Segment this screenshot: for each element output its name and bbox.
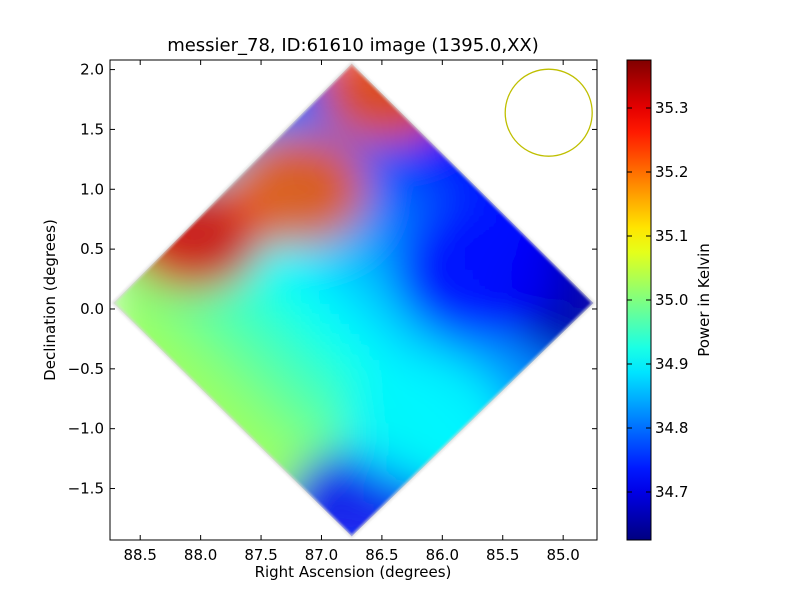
- colorbar-tick-label: 34.9: [655, 355, 688, 373]
- chart-title: messier_78, ID:61610 image (1395.0,XX): [167, 35, 539, 56]
- y-tick-label: 2.0: [80, 61, 104, 79]
- colorbar-tick-label: 34.8: [655, 419, 688, 437]
- colorbar-tick-label: 35.3: [655, 99, 688, 117]
- x-tick-label: 88.0: [184, 546, 217, 564]
- y-axis: −1.5 −1.0 −0.5 0.0 0.5 1.0 1.5 2.0: [68, 61, 597, 498]
- colorbar-tick-label: 34.7: [655, 483, 688, 501]
- x-tick-label: 86.0: [426, 546, 459, 564]
- x-tick-label: 87.0: [305, 546, 338, 564]
- colorbar-tick-label: 35.2: [655, 163, 688, 181]
- colorbar-ticks: 34.7 34.8 34.9 35.0 35.1 35.2 35.3: [627, 99, 688, 501]
- x-axis: 88.5 88.0 87.5 87.0 86.5 86.0 85.5 85.0: [124, 60, 580, 564]
- x-tick-label: 85.0: [546, 546, 579, 564]
- colorbar-tick-label: 35.1: [655, 227, 688, 245]
- y-tick-label: 0.0: [80, 300, 104, 318]
- heat-feature: [398, 209, 559, 338]
- heat-feature: [227, 133, 368, 246]
- x-tick-label: 87.5: [244, 546, 277, 564]
- y-axis-label: Declination (degrees): [41, 219, 59, 381]
- colorbar-label: Power in Kelvin: [695, 243, 713, 357]
- x-tick-label: 88.5: [124, 546, 157, 564]
- x-tick-label: 85.5: [486, 546, 519, 564]
- y-tick-label: −0.5: [68, 360, 104, 378]
- colorbar-tick-label: 35.0: [655, 291, 688, 309]
- x-tick-label: 86.5: [365, 546, 398, 564]
- y-tick-label: 0.5: [80, 240, 104, 258]
- x-axis-label: Right Ascension (degrees): [255, 563, 452, 581]
- plot-area: [109, 59, 598, 541]
- y-tick-label: −1.0: [68, 420, 104, 438]
- y-tick-label: −1.5: [68, 480, 104, 498]
- beam-circle: [504, 68, 593, 157]
- y-tick-label: 1.0: [80, 180, 104, 198]
- plot-frame: [109, 59, 598, 541]
- colorbar: 34.7 34.8 34.9 35.0 35.1 35.2 35.3 Power in Ke…: [626, 59, 713, 541]
- y-tick-label: 1.5: [80, 120, 104, 138]
